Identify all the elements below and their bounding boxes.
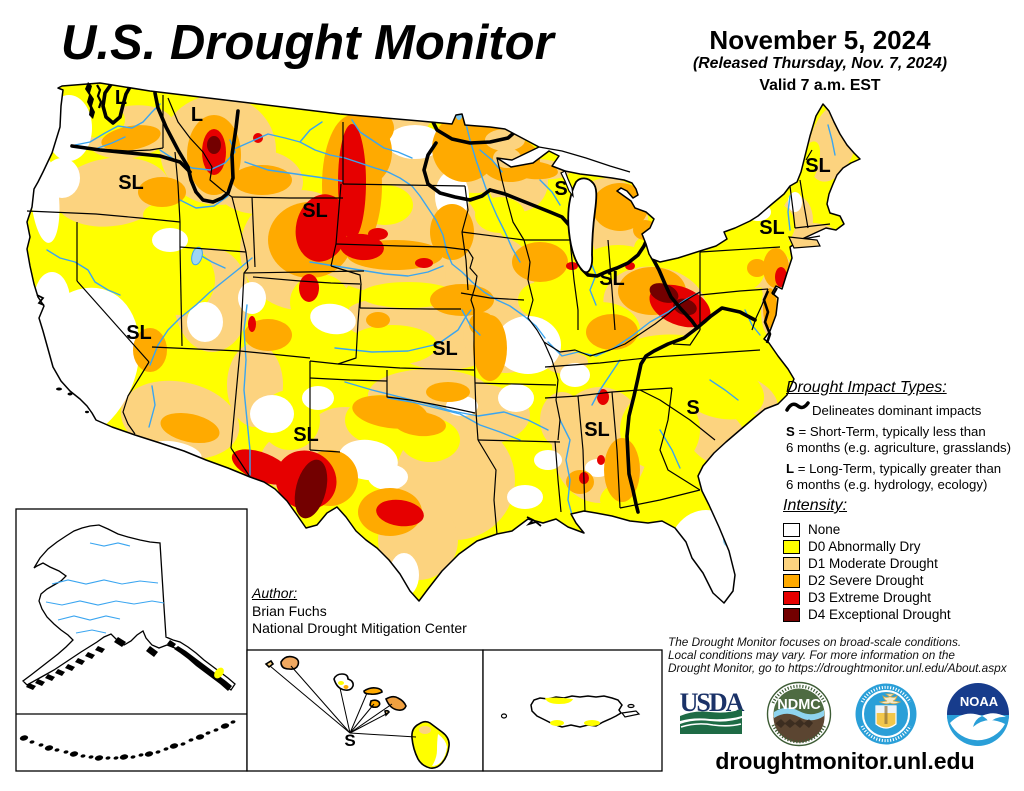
svg-text:L: L [191, 104, 203, 126]
svg-text:S: S [554, 178, 567, 200]
svg-text:SL: SL [805, 155, 831, 177]
svg-text:NDMC: NDMC [777, 697, 821, 713]
svg-text:S: S [344, 731, 355, 750]
svg-text:NOAA: NOAA [960, 694, 999, 709]
svg-text:S: S [686, 397, 699, 419]
svg-text:SL: SL [118, 172, 144, 194]
svg-text:SL: SL [584, 419, 610, 441]
svg-text:L: L [115, 87, 127, 109]
svg-text:SL: SL [302, 200, 328, 222]
svg-text:SL: SL [432, 338, 458, 360]
svg-text:SL: SL [126, 322, 152, 344]
svg-text:SL: SL [759, 217, 785, 239]
svg-text:SL: SL [599, 268, 625, 290]
svg-text:SL: SL [293, 424, 319, 446]
